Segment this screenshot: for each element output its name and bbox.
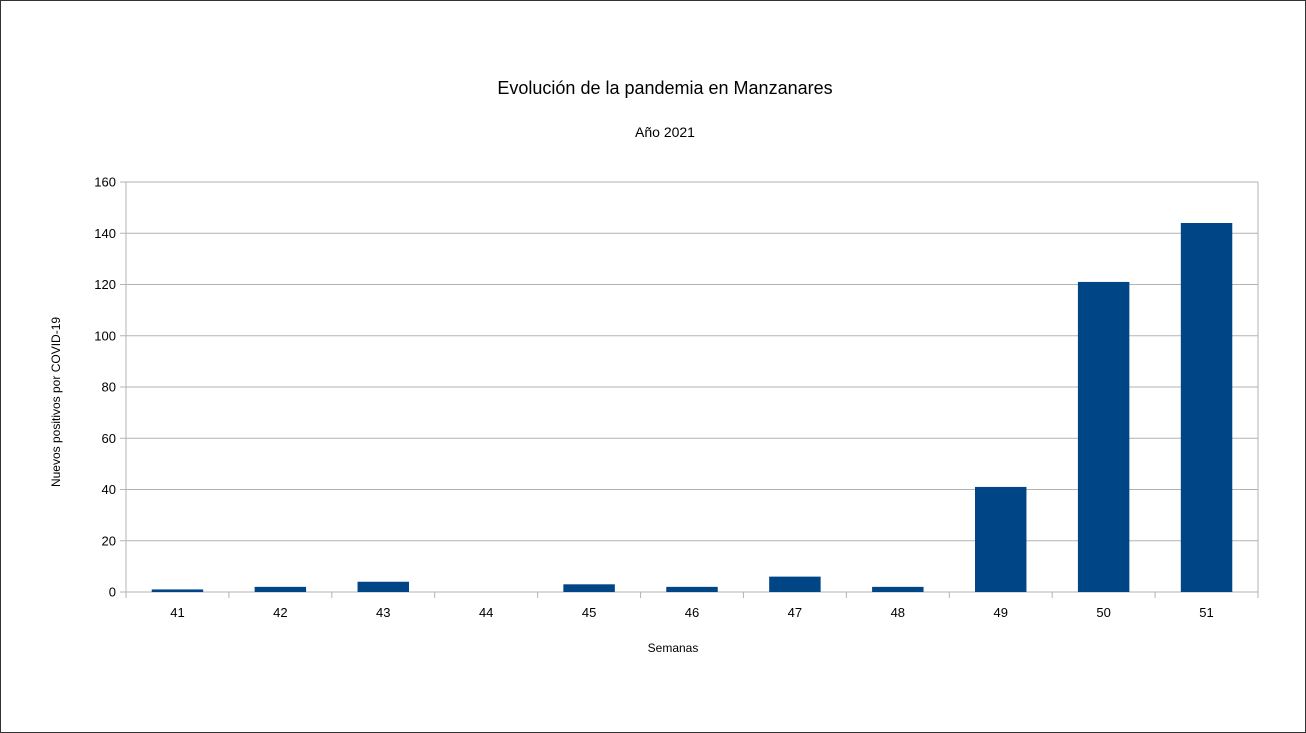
x-tick-label: 48	[891, 605, 905, 620]
y-tick-label: 40	[102, 482, 116, 497]
y-tick-label: 0	[109, 585, 116, 600]
y-tick-label: 80	[102, 380, 116, 395]
x-tick-label: 42	[273, 605, 287, 620]
y-tick-label: 160	[94, 175, 116, 190]
x-axis-label: Semanas	[648, 641, 699, 655]
y-tick-label: 20	[102, 533, 116, 548]
x-tick-label: 50	[1096, 605, 1110, 620]
chart-subtitle: Año 2021	[635, 124, 695, 140]
x-tick-label: 45	[582, 605, 596, 620]
x-tick-label: 47	[788, 605, 802, 620]
chart-title: Evolución de la pandemia en Manzanares	[497, 78, 832, 98]
y-tick-label: 100	[94, 328, 116, 343]
bar	[975, 486, 1027, 592]
y-axis-label: Nuevos positivos por COVID-19	[49, 317, 63, 487]
bar	[254, 586, 307, 592]
bars	[151, 223, 1233, 592]
bar	[151, 589, 204, 592]
bar	[666, 586, 718, 592]
bar	[872, 586, 924, 592]
x-tick-label: 44	[479, 605, 493, 620]
y-axis-ticks: 0 20 40 60 80 100 120 140 160	[94, 175, 116, 600]
y-tick-label: 60	[102, 431, 116, 446]
bar	[357, 581, 409, 592]
bar	[1077, 281, 1130, 592]
bar	[1180, 223, 1233, 592]
x-axis-ticks: 41 42 43 44 45 46 47 48 49 50 51	[170, 592, 1214, 620]
bar	[769, 576, 821, 592]
y-tick-label: 140	[94, 226, 116, 241]
grid-lines	[120, 181, 1259, 598]
x-tick-label: 46	[685, 605, 699, 620]
x-tick-label: 43	[376, 605, 390, 620]
bar	[563, 584, 615, 592]
x-tick-label: 51	[1199, 605, 1213, 620]
x-tick-label: 41	[170, 605, 184, 620]
x-tick-label: 49	[993, 605, 1007, 620]
y-tick-label: 120	[94, 277, 116, 292]
